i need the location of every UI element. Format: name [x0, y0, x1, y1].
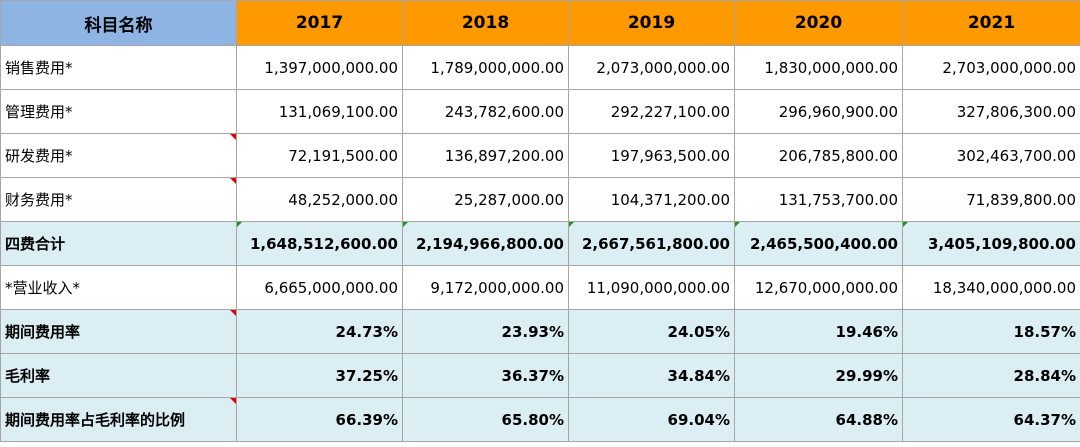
table-cell[interactable]: 69.04%	[568, 397, 735, 442]
table-cell[interactable]: 2,194,966,800.00	[402, 221, 569, 266]
table-row-sales-expense: 销售费用* 1,397,000,000.00 1,789,000,000.00 …	[0, 45, 1080, 90]
row-label[interactable]: 期间费用率	[0, 309, 237, 354]
table-row-rd-expense: 研发费用* 72,191,500.00 136,897,200.00 197,9…	[0, 133, 1080, 178]
table-cell[interactable]: 18.57%	[902, 309, 1080, 354]
column-header-year[interactable]: 2017	[236, 0, 403, 46]
table-cell[interactable]: 72,191,500.00	[236, 133, 403, 178]
table-cell[interactable]: 2,703,000,000.00	[902, 45, 1080, 90]
table-cell[interactable]: 1,648,512,600.00	[236, 221, 403, 266]
table-cell[interactable]: 64.88%	[734, 397, 903, 442]
table-cell[interactable]: 6,665,000,000.00	[236, 265, 403, 310]
table-cell[interactable]: 1,789,000,000.00	[402, 45, 569, 90]
column-header-year[interactable]: 2021	[902, 0, 1080, 46]
table-cell[interactable]: 2,465,500,400.00	[734, 221, 903, 266]
table-cell[interactable]: 36.37%	[402, 353, 569, 398]
table-cell[interactable]: 25,287,000.00	[402, 177, 569, 222]
row-label[interactable]: *营业收入*	[0, 265, 237, 310]
table-cell[interactable]: 131,069,100.00	[236, 89, 403, 134]
table-row-revenue: *营业收入* 6,665,000,000.00 9,172,000,000.00…	[0, 265, 1080, 310]
table-cell[interactable]: 71,839,800.00	[902, 177, 1080, 222]
table-cell[interactable]: 24.73%	[236, 309, 403, 354]
row-label[interactable]: 财务费用*	[0, 177, 237, 222]
row-label[interactable]: 销售费用*	[0, 45, 237, 90]
table-cell[interactable]: 104,371,200.00	[568, 177, 735, 222]
table-cell[interactable]: 136,897,200.00	[402, 133, 569, 178]
table-cell[interactable]: 2,667,561,800.00	[568, 221, 735, 266]
table-cell[interactable]: 1,397,000,000.00	[236, 45, 403, 90]
table-row-period-expense-ratio: 期间费用率 24.73% 23.93% 24.05% 19.46% 18.57%	[0, 309, 1080, 354]
table-cell[interactable]: 296,960,900.00	[734, 89, 903, 134]
column-header-year[interactable]: 2020	[734, 0, 903, 46]
table-cell[interactable]: 1,830,000,000.00	[734, 45, 903, 90]
table-cell[interactable]: 3,405,109,800.00	[902, 221, 1080, 266]
table-cell[interactable]: 64.37%	[902, 397, 1080, 442]
table-cell[interactable]: 65.80%	[402, 397, 569, 442]
table-cell[interactable]: 2,073,000,000.00	[568, 45, 735, 90]
row-label[interactable]: 四费合计	[0, 221, 237, 266]
table-cell[interactable]: 28.84%	[902, 353, 1080, 398]
table-cell[interactable]: 23.93%	[402, 309, 569, 354]
table-cell[interactable]: 24.05%	[568, 309, 735, 354]
table-cell[interactable]: 206,785,800.00	[734, 133, 903, 178]
column-header-year[interactable]: 2019	[568, 0, 735, 46]
row-label[interactable]: 研发费用*	[0, 133, 237, 178]
table-cell[interactable]: 243,782,600.00	[402, 89, 569, 134]
table-cell[interactable]: 37.25%	[236, 353, 403, 398]
table-row-finance-expense: 财务费用* 48,252,000.00 25,287,000.00 104,37…	[0, 177, 1080, 222]
table-cell[interactable]: 18,340,000,000.00	[902, 265, 1080, 310]
table-cell[interactable]: 11,090,000,000.00	[568, 265, 735, 310]
table-row-admin-expense: 管理费用* 131,069,100.00 243,782,600.00 292,…	[0, 89, 1080, 134]
table-cell[interactable]: 19.46%	[734, 309, 903, 354]
table-cell[interactable]: 12,670,000,000.00	[734, 265, 903, 310]
header-row: 科目名称 2017 2018 2019 2020 2021	[0, 0, 1080, 46]
table-cell[interactable]: 327,806,300.00	[902, 89, 1080, 134]
column-header-subject[interactable]: 科目名称	[0, 0, 237, 46]
table-cell[interactable]: 48,252,000.00	[236, 177, 403, 222]
column-header-year[interactable]: 2018	[402, 0, 569, 46]
table-row-gross-margin: 毛利率 37.25% 36.37% 34.84% 29.99% 28.84%	[0, 353, 1080, 398]
table-cell[interactable]: 34.84%	[568, 353, 735, 398]
row-label[interactable]: 毛利率	[0, 353, 237, 398]
table-cell[interactable]: 9,172,000,000.00	[402, 265, 569, 310]
table-row-four-expense-total: 四费合计 1,648,512,600.00 2,194,966,800.00 2…	[0, 221, 1080, 266]
table-row-expense-to-margin-ratio: 期间费用率占毛利率的比例 66.39% 65.80% 69.04% 64.88%…	[0, 397, 1080, 442]
table-cell[interactable]: 197,963,500.00	[568, 133, 735, 178]
row-label[interactable]: 期间费用率占毛利率的比例	[0, 397, 237, 442]
table-cell[interactable]: 29.99%	[734, 353, 903, 398]
table-cell[interactable]: 292,227,100.00	[568, 89, 735, 134]
table-cell[interactable]: 66.39%	[236, 397, 403, 442]
table-cell[interactable]: 131,753,700.00	[734, 177, 903, 222]
table-cell[interactable]: 302,463,700.00	[902, 133, 1080, 178]
row-label[interactable]: 管理费用*	[0, 89, 237, 134]
